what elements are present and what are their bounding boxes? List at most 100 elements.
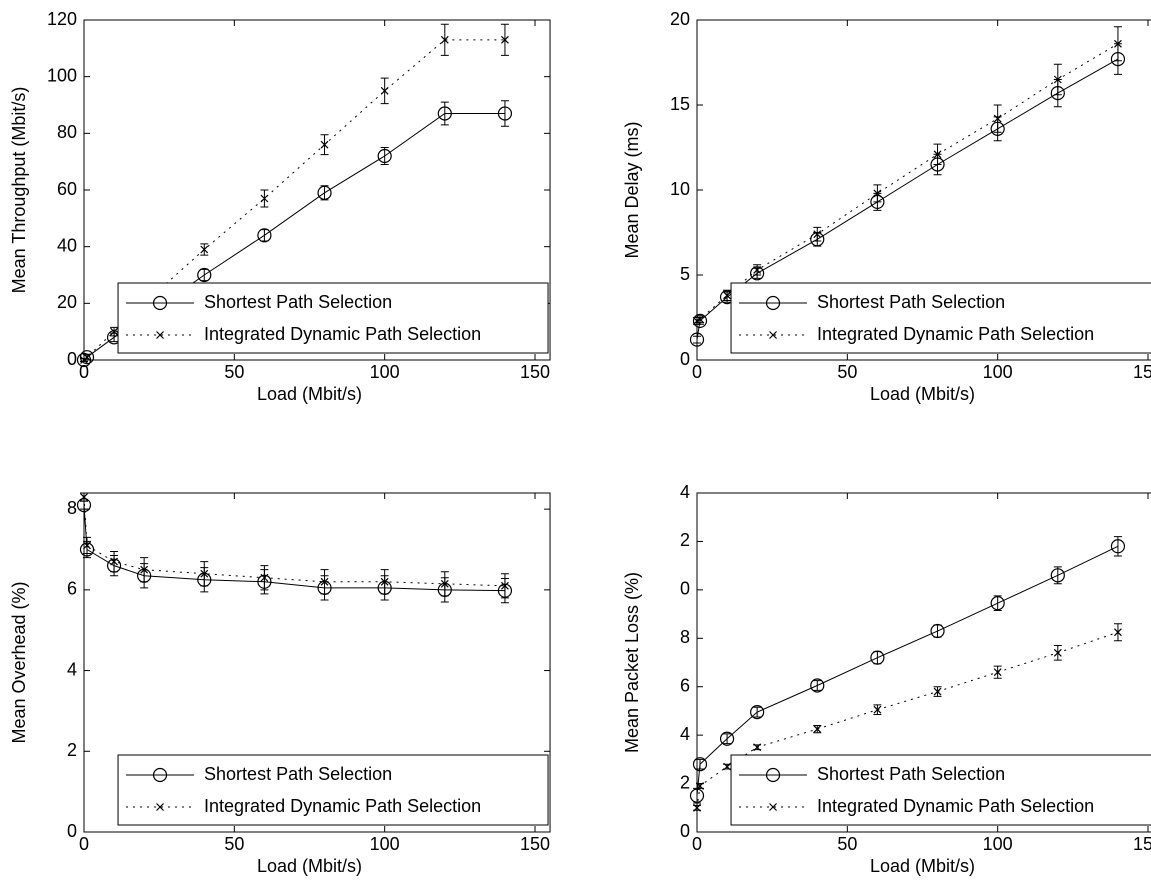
series-line [696, 545, 1119, 796]
y-tick-label: 100 [47, 65, 77, 85]
marker [990, 596, 1005, 611]
y-tick-label: 8 [67, 498, 77, 518]
x-tick-label: 50 [837, 362, 857, 382]
y-tick-label: 8 [680, 627, 690, 647]
marker [933, 150, 942, 159]
y-tick-label: 20 [670, 9, 690, 29]
series-line [83, 113, 505, 361]
marker [83, 353, 91, 362]
x-tick-label: 150 [520, 834, 550, 854]
legend-label: Shortest Path Selection [817, 292, 1005, 312]
series-line [83, 39, 505, 361]
subplot: 0 50 100 150 0 5 10 15 20 Load (Mbit/s) Mean Delay… [622, 9, 1151, 404]
y-axis-label: Mean Throughput (Mbit/s) [9, 87, 29, 294]
series-line [696, 43, 1119, 322]
y-tick-label: 4 [67, 659, 77, 679]
marker [696, 782, 704, 790]
y-tick-label: 2 [67, 740, 77, 760]
error-bar [693, 335, 701, 344]
subplot: 0 50 100 150 0 2 4 6 8 0 2 4 Load (Mbit/s) Mean Packe… [622, 482, 1151, 876]
legend-label: Integrated Dynamic Path Selection [204, 324, 481, 344]
marker [993, 668, 1002, 677]
y-tick-label: 4 [680, 724, 690, 744]
marker [1114, 39, 1122, 48]
marker [750, 705, 765, 720]
y-tick-label: 40 [57, 235, 77, 255]
x-tick-label: 50 [224, 362, 244, 382]
x-axis-label: Load (Mbit/s) [870, 384, 975, 404]
x-axis-label: Load (Mbit/s) [870, 856, 975, 876]
marker [873, 189, 882, 198]
marker [440, 579, 449, 588]
y-tick-label: 0 [680, 349, 690, 369]
marker [719, 731, 735, 746]
x-tick-label: 100 [370, 834, 400, 854]
error-bar [693, 787, 701, 804]
y-tick-label: 6 [67, 579, 77, 599]
y-tick-label: 0 [680, 821, 690, 841]
y-tick-label: 10 [670, 179, 690, 199]
error-bar [1053, 566, 1062, 585]
x-tick-label: 100 [983, 362, 1013, 382]
marker [765, 767, 781, 783]
marker [200, 569, 209, 578]
legend-box [730, 754, 1151, 826]
legend-label: Integrated Dynamic Path Selection [817, 324, 1094, 344]
marker [813, 230, 822, 239]
marker [870, 650, 885, 665]
legend-box [117, 754, 549, 826]
x-tick-label: 0 [79, 834, 89, 854]
marker [1110, 539, 1126, 554]
y-tick-label: 0 [67, 821, 77, 841]
legend-box [730, 282, 1151, 354]
y-axis-label: Mean Overhead (%) [9, 581, 29, 743]
marker [693, 803, 701, 812]
marker [317, 185, 332, 200]
marker [765, 295, 781, 311]
error-bar [723, 733, 732, 745]
plot-frame [83, 492, 551, 833]
marker [260, 194, 269, 203]
marker [156, 331, 164, 339]
marker [197, 267, 212, 283]
y-tick-label: 120 [47, 9, 77, 29]
y-tick-label: 2 [680, 772, 690, 792]
marker [260, 573, 269, 582]
marker [1053, 75, 1062, 84]
error-bar [440, 101, 449, 126]
marker [257, 228, 272, 243]
y-tick-label: 4 [680, 482, 690, 502]
error-bar [753, 706, 762, 718]
marker [152, 295, 168, 311]
x-tick-label: 100 [983, 834, 1013, 854]
error-bar [696, 758, 705, 770]
marker [873, 705, 882, 714]
marker [380, 577, 389, 586]
marker [200, 245, 209, 254]
legend-label: Integrated Dynamic Path Selection [817, 796, 1094, 816]
marker [692, 313, 708, 328]
legend-label: Integrated Dynamic Path Selection [204, 796, 481, 816]
x-tick-label: 0 [692, 834, 702, 854]
marker [80, 493, 88, 501]
plot-frame [696, 492, 1151, 833]
marker [769, 803, 777, 811]
y-tick-label: 6 [680, 675, 690, 695]
legend-label: Shortest Path Selection [817, 764, 1005, 784]
marker [933, 687, 942, 696]
y-tick-label: 60 [57, 179, 77, 199]
error-bar [80, 500, 88, 510]
marker [723, 762, 731, 771]
marker [110, 327, 118, 336]
marker [753, 265, 762, 274]
series-line [83, 497, 505, 587]
marker [692, 757, 708, 772]
error-bar [320, 185, 329, 201]
x-tick-label: 0 [692, 362, 702, 382]
marker [1050, 568, 1065, 583]
error-bar [380, 147, 389, 165]
marker [140, 565, 149, 574]
marker [83, 541, 91, 550]
y-axis-label: Mean Delay (ms) [622, 121, 642, 258]
y-tick-label: 0 [67, 349, 77, 369]
